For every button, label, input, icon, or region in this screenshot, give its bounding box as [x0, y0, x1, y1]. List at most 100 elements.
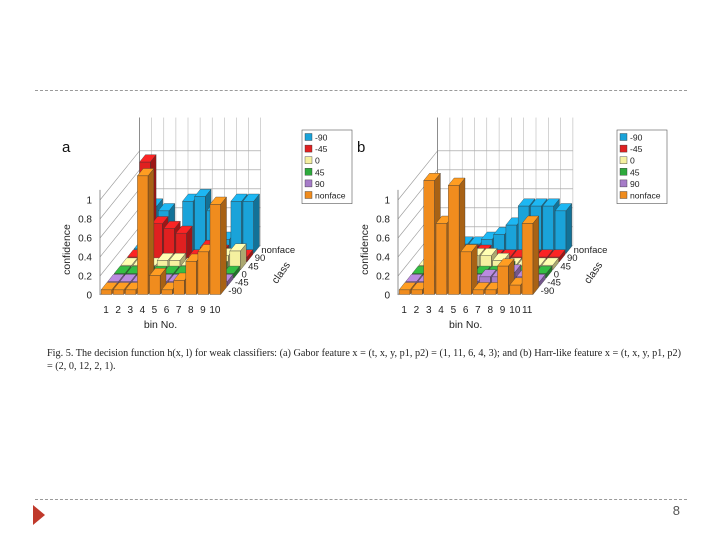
y-tick-label: 0.2 [78, 272, 92, 283]
depth-axis-label: class [269, 260, 293, 286]
x-tick-label: 1 [103, 305, 109, 316]
x-tick-label: 11 [522, 305, 533, 316]
depth-axis-label: class [582, 260, 606, 286]
y-tick-label: 1 [86, 196, 92, 207]
x-tick-label: 3 [426, 305, 432, 316]
bar-nonface-bin-11 [521, 215, 540, 295]
bar-0-bin-10 [229, 243, 247, 271]
depth-tick-label: nonface [261, 245, 295, 256]
bottom-divider [35, 499, 687, 500]
bar-nonface-bin-7 [472, 281, 490, 295]
y-tick-label: 0 [86, 291, 92, 302]
x-axis-label: bin No. [449, 319, 482, 331]
depth-tick-label: 0 [554, 270, 559, 281]
x-tick-label: 6 [164, 305, 170, 316]
y-axis-label: confidence [61, 224, 73, 275]
x-tick-label: 10 [509, 305, 521, 316]
legend-entry: 90 [630, 179, 640, 189]
x-tick-label: 2 [115, 305, 121, 316]
chart-legend: -90-45 045 90 nonface [301, 129, 353, 204]
y-tick-label: 0.4 [78, 253, 92, 264]
y-tick-label: 0.2 [376, 272, 390, 283]
legend-entry: 0 [315, 156, 320, 166]
legend-swatch [304, 156, 313, 164]
y-tick-label: 0.8 [376, 215, 390, 226]
depth-tick-label: -45 [547, 278, 561, 289]
x-tick-label: 6 [463, 305, 469, 316]
x-tick-label: 10 [209, 305, 221, 316]
x-tick-label: 1 [401, 305, 407, 316]
legend-swatch [304, 168, 313, 176]
bar--90-bin-11 [554, 202, 573, 254]
bar-nonface-bin-10 [209, 196, 227, 295]
next-slide-arrow-icon[interactable] [33, 505, 45, 525]
legend-swatch [619, 133, 628, 141]
y-tick-label: 0.6 [376, 234, 390, 245]
depth-tick-label: 0 [242, 270, 247, 281]
grid-line [99, 207, 140, 258]
legend-swatch [304, 179, 313, 188]
chart-legend: -90-45 045 90 nonface [616, 129, 668, 204]
legend-swatch [619, 168, 628, 176]
y-axis-label: confidence [359, 224, 371, 275]
bar-nonface-bin-6 [460, 243, 478, 295]
page-number: 8 [672, 503, 680, 518]
legend-entry: 45 [315, 167, 325, 177]
y-tick-label: 0.4 [376, 253, 390, 264]
legend-swatch [619, 144, 628, 153]
legend-entry: 0 [630, 156, 635, 166]
x-tick-label: 5 [152, 305, 158, 316]
x-tick-label: 2 [414, 305, 420, 316]
x-tick-label: 7 [176, 305, 182, 316]
legend-swatch [619, 179, 628, 188]
legend-entry: 90 [315, 179, 325, 189]
top-divider [35, 90, 687, 91]
x-tick-label: 3 [127, 305, 133, 316]
depth-tick-label: -90 [228, 286, 242, 297]
depth-tick-label: 90 [567, 253, 578, 264]
x-tick-label: 4 [438, 305, 444, 316]
grid-line [397, 150, 438, 201]
grid-line [99, 226, 140, 277]
panel-label: a [62, 139, 71, 156]
x-tick-label: 5 [451, 305, 457, 316]
x-tick-label: 9 [500, 305, 506, 316]
legend-swatch [304, 191, 313, 199]
legend-entry: -90 [315, 133, 328, 143]
legend-swatch [619, 156, 628, 164]
x-axis-label: bin No. [144, 319, 177, 331]
x-tick-label: 9 [200, 305, 206, 316]
grid-line [99, 188, 140, 239]
figure-caption: Fig. 5. The decision function h(x, l) fo… [47, 348, 681, 372]
grid-line [99, 150, 140, 201]
y-tick-label: 0.6 [78, 234, 92, 245]
y-tick-label: 0 [384, 291, 390, 302]
legend-entry: -45 [315, 144, 328, 154]
y-tick-label: 0.8 [78, 215, 92, 226]
grid-line [99, 169, 140, 220]
legend-entry: 45 [630, 167, 640, 177]
depth-tick-label: -45 [235, 278, 249, 289]
legend-entry: nonface [315, 191, 346, 201]
depth-tick-label: 90 [255, 253, 266, 264]
depth-tick-label: -90 [541, 286, 555, 297]
x-tick-label: 8 [487, 305, 493, 316]
panel-label: b [357, 139, 365, 156]
legend-swatch [304, 144, 313, 153]
legend-entry: -45 [630, 144, 643, 154]
y-tick-label: 1 [384, 196, 390, 207]
depth-tick-label: 45 [248, 261, 259, 272]
legend-swatch [304, 133, 313, 141]
depth-tick-label: 45 [560, 261, 571, 272]
x-tick-label: 7 [475, 305, 481, 316]
x-tick-label: 8 [188, 305, 194, 316]
bar-nonface-bin-1 [100, 281, 118, 295]
legend-entry: -90 [630, 133, 643, 143]
legend-entry: nonface [630, 191, 661, 201]
bar--90-bin-10 [242, 193, 260, 254]
depth-tick-label: nonface [574, 245, 608, 256]
legend-swatch [619, 191, 628, 199]
